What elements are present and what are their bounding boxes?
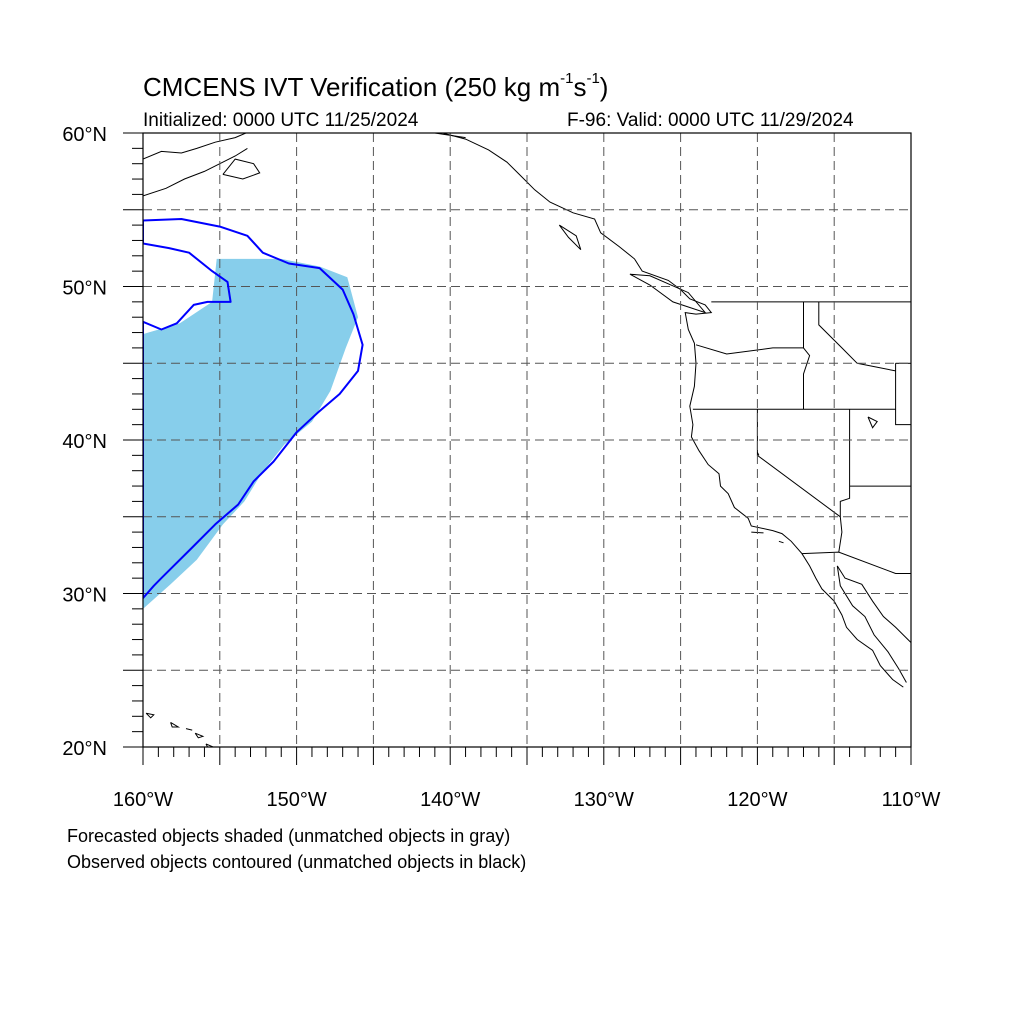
coastline-segment [695,344,804,355]
observed-object-layer [143,218,364,600]
coastline-segment [836,565,911,644]
lat-label: 60°N [62,124,107,146]
coastline-segment [205,743,215,747]
lat-label: 30°N [62,585,107,607]
coastline-segment [222,158,261,180]
axis-ticks [123,132,912,765]
lon-label: 140°W [420,789,480,811]
lon-label: 150°W [266,789,326,811]
coastline-segment [756,409,841,518]
coastline-segment [867,416,878,429]
coastline-segment [185,728,193,731]
chart-title: CMCENS IVT Verification (250 kg m-1s-1) [143,70,609,102]
lon-label: 120°W [727,789,787,811]
coastline-segment [818,301,896,372]
coastline-segment [558,224,582,251]
coastline-segment [194,732,205,739]
forecast-object-shading [143,258,358,609]
axis-labels: 60°N 50°N 40°N 30°N 20°N 160°W 150°W 140°W 130°W… [62,124,940,811]
coastline-segment [895,363,911,426]
forecast-object-layer [143,258,358,609]
initialized-time: Initialized: 0000 UTC 11/25/2024 [143,110,419,131]
lon-label: 160°W [113,789,173,811]
observed-object-contour [143,218,364,600]
coastline-segment [442,133,904,688]
lon-label: 130°W [574,789,634,811]
coastline-layer [143,133,911,747]
lat-label: 20°N [62,738,107,760]
coastline-segment [803,301,811,410]
coastline-segment [145,712,155,719]
coastline-segment [170,721,181,728]
grid-lines [143,133,911,747]
observed-legend-note: Observed objects contoured (unmatched ob… [67,852,527,872]
lat-label: 50°N [62,278,107,300]
coastline-segment [629,273,707,314]
coastline-segment [143,133,247,160]
coastline-segment [801,551,911,574]
coastline-segment [838,409,851,553]
valid-time: F-96: Valid: 0000 UTC 11/29/2024 [567,110,854,131]
coastline-segment [836,565,907,683]
lon-label: 110°W [882,789,941,811]
coastline-segment [756,452,760,456]
lat-label: 40°N [62,431,107,453]
forecast-legend-note: Forecasted objects shaded (unmatched obj… [67,826,511,846]
coastline-segment [778,540,784,544]
coastline-segment [143,147,248,197]
